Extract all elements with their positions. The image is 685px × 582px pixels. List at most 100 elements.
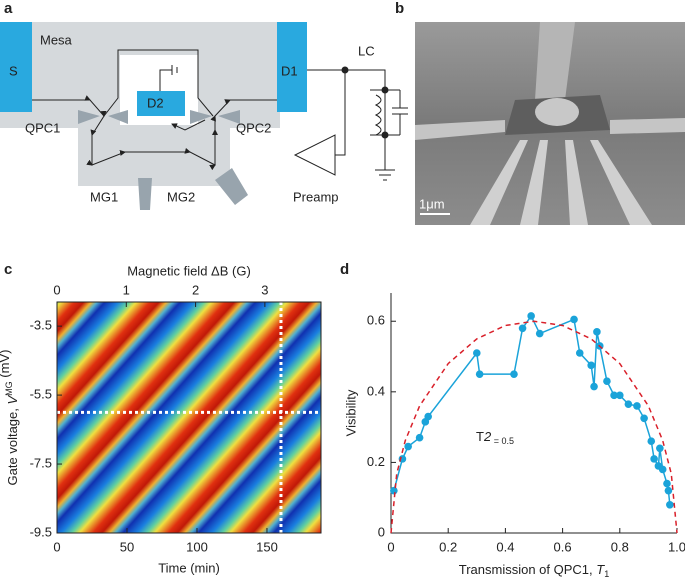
node [341,66,349,74]
label-part: = 0.5 [491,436,514,446]
fit-curve [390,320,678,534]
data-line [393,314,671,505]
x-tick-label: 0.2 [439,539,457,554]
data-point [610,391,618,400]
data-point [473,349,481,357]
data-point [570,315,578,324]
drain1 [277,22,307,112]
data-point [658,465,667,474]
x-tick-label: 0 [53,539,60,554]
x-label: Time (min) [158,560,220,575]
label: Mesa [40,32,73,47]
label: QPC2 [236,120,271,135]
label: D2 [147,95,164,110]
axis-label: Gate voltage, VMG (mV) [0,350,20,486]
charts: 0 50 100 150 0 1 2 3 -3.5 -5.5 -7.5 -9.5 Time (min) M… [0,263,685,579]
data-point [527,312,535,320]
x2-tick-label: 3 [261,282,268,297]
x-tick-label: 0.6 [554,539,572,554]
label: D1 [281,63,298,78]
node [381,86,389,94]
label-part: (mV) [0,350,12,382]
label-part: 1 [604,569,609,579]
island [535,98,579,126]
x-tick-label: 0 [387,539,394,554]
data-point [656,444,664,453]
label-part: MG [4,381,14,396]
data-point [575,349,584,357]
label-part: V [5,395,20,405]
x-tick-label: 50 [120,539,134,554]
label-part: Gate voltage, [5,405,20,486]
data-point [647,437,656,446]
edge-path-inner [103,49,214,117]
edge-path [32,95,277,171]
panel-label: a [4,0,13,17]
micrograph: 1μm b [395,0,685,225]
label: Preamp [293,189,339,204]
x-tick-label: 0.4 [496,539,514,554]
label: MG1 [90,189,118,204]
y-tick-label: -5.5 [30,387,52,402]
bridge [535,22,575,100]
gates [415,118,685,140]
label: MG2 [167,189,195,204]
y-tick-label: -9.5 [30,524,52,539]
y-tick-label: 0.4 [367,383,385,398]
label: QPC1 [25,120,60,135]
fingers [470,140,652,225]
source [0,22,32,112]
x2-tick-label: 2 [192,282,199,297]
label-part: T [596,562,605,577]
y-tick-label: 0.2 [367,454,385,469]
data-point [404,442,412,451]
diagram: a Mesa S D1 D2 QPC1 QPC2 MG1 MG2 LC Prea… [0,0,408,210]
x2-tick-label: 0 [53,282,60,297]
x-tick-label: 100 [186,539,208,554]
data-point [518,324,527,333]
y-tick-label: 0.6 [367,313,385,328]
data-point [475,370,484,378]
d2-ground [159,65,178,91]
data-point [590,382,598,391]
label: S [9,63,18,78]
label-part: T [476,429,484,444]
label-part: Transmission of QPC1, [459,562,597,577]
x2-label: Magnetic field ΔB (G) [127,263,251,278]
data-point [633,402,641,410]
label: LC [358,43,375,58]
data-point [666,500,674,509]
data-point [624,400,633,408]
axis-label: Transmission of QPC1, T1 [459,562,609,579]
panel-label: d [340,261,349,278]
x-tick-label: 150 [256,539,278,554]
heatmap [57,302,321,533]
data-point [650,455,658,463]
node [381,131,389,139]
data-point [535,329,544,338]
data-point [616,391,624,400]
x-tick-label: 1.0 [668,539,685,554]
label-part: 2 [483,429,492,444]
data-point [390,486,398,495]
data-point [603,377,611,386]
data-point [664,486,673,495]
y-tick-label: -7.5 [30,455,52,470]
preamp [293,134,336,176]
x2-tick-label: 1 [123,282,130,297]
frame [56,301,322,534]
data-point [587,361,595,370]
data-point [415,433,424,442]
axes [390,293,677,534]
panel-label: b [395,0,404,17]
data-point [593,328,601,336]
panel-label: c [4,261,12,278]
mg-gates [138,168,248,210]
axis-label: T2 = 0.5 [476,429,514,446]
data-point [663,479,671,488]
y-tick-label: -3.5 [30,318,52,333]
edge-arrow [171,119,206,131]
inductor [374,94,382,136]
data-point [640,414,648,423]
